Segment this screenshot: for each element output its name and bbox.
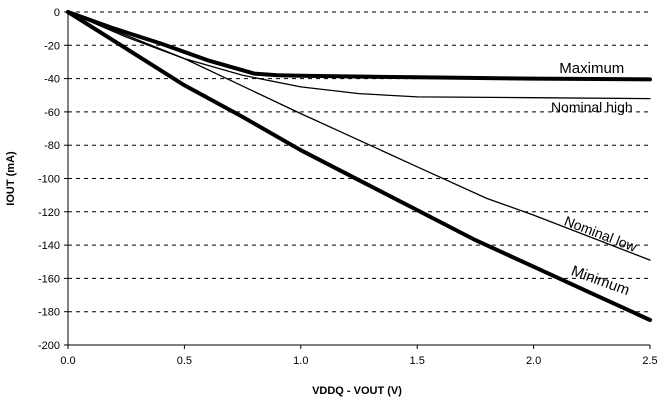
x-axis-title: VDDQ - VOUT (V) — [312, 385, 402, 397]
y-tick-label: -200 — [38, 340, 60, 352]
y-tick-label: -180 — [38, 307, 60, 319]
series-label-maximum: Maximum — [559, 60, 624, 77]
x-tick-label: 1.0 — [293, 355, 308, 367]
y-tick-label: -140 — [38, 240, 60, 252]
series-label-minimum: Minimum — [569, 262, 632, 299]
y-axis-title: IOUT (mA) — [5, 151, 17, 206]
series-line-nominal-low — [67, 11, 651, 261]
y-tick-label: -160 — [38, 273, 60, 285]
series-line-nominal-high — [67, 11, 651, 100]
y-tick-label: -100 — [38, 174, 60, 186]
x-tick-label: 2.0 — [526, 355, 541, 367]
series-line-maximum — [66, 10, 652, 82]
y-tick-label: -60 — [44, 107, 60, 119]
y-tick-label: -40 — [44, 74, 60, 86]
series-line-minimum — [66, 10, 652, 322]
y-tick-label: -80 — [44, 140, 60, 152]
x-tick-label: 2.5 — [642, 355, 657, 367]
y-tick-label: -20 — [44, 40, 60, 52]
y-tick-label: -120 — [38, 207, 60, 219]
series-label-nominal-low: Nominal low — [562, 213, 640, 256]
x-tick-label: 0.0 — [60, 355, 75, 367]
y-tick-label: 0 — [54, 7, 60, 19]
x-tick-label: 1.5 — [410, 355, 425, 367]
x-tick-label: 0.5 — [177, 355, 192, 367]
series-label-nominal-high: Nominal high — [551, 99, 633, 115]
